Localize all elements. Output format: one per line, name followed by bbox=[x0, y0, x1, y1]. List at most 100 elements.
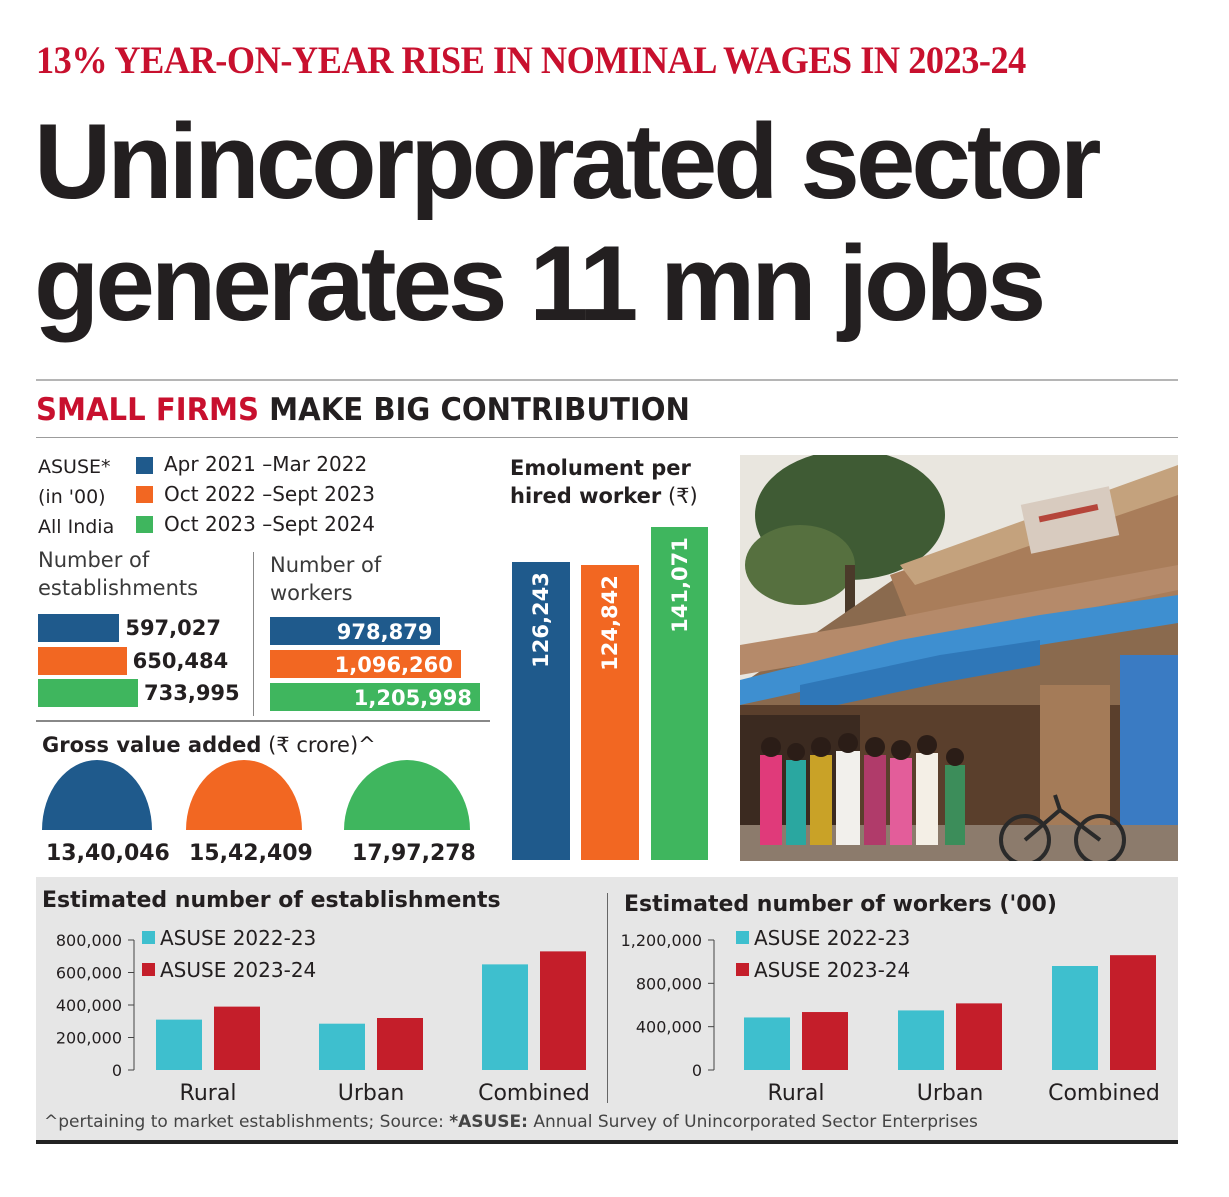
kicker: 13% YEAR-ON-YEAR RISE IN NOMINAL WAGES I… bbox=[36, 39, 1026, 82]
establishments-workers-divider bbox=[253, 552, 254, 716]
legend-label-0: ASUSE 2022-23 bbox=[754, 926, 910, 950]
gva-semicircle-1 bbox=[42, 760, 152, 830]
section-rule bbox=[36, 437, 1178, 438]
footnote-pre: ^pertaining to market establishments; So… bbox=[44, 1112, 450, 1132]
bar-combined-2023-24 bbox=[540, 951, 586, 1070]
workers-bar-2 bbox=[270, 650, 461, 678]
x-category-label-combined: Combined bbox=[1048, 1081, 1160, 1106]
legend-swatch-orange bbox=[136, 486, 153, 503]
x-category-label-rural: Rural bbox=[180, 1081, 237, 1106]
bottom-panel-divider bbox=[607, 893, 608, 1103]
establishments-title-line1: Number of bbox=[38, 548, 150, 572]
gva-value-3: 17,97,278 bbox=[352, 841, 476, 866]
section-title-dark: MAKE BIG CONTRIBUTION bbox=[269, 392, 690, 428]
top-rule bbox=[36, 379, 1178, 381]
legend-period-1: Apr 2021 –Mar 2022 bbox=[164, 452, 368, 476]
workers-count-bar-chart: 0 400,000 800,000 1,200,000 Rural Urban Combin… bbox=[610, 920, 1178, 1110]
y-tick-label: 800,000 bbox=[56, 931, 122, 950]
gva-separator bbox=[36, 720, 490, 722]
legend-swatch-0 bbox=[142, 931, 155, 944]
crowd bbox=[760, 733, 965, 845]
x-category-label-urban: Urban bbox=[338, 1081, 405, 1106]
market-street-photo bbox=[740, 455, 1178, 861]
footnote: ^pertaining to market establishments; So… bbox=[44, 1112, 978, 1132]
legend-meta: ASUSE* (in '00) All India bbox=[38, 452, 114, 542]
bar-urban-2023-24 bbox=[956, 1003, 1002, 1070]
gva-value-2: 15,42,409 bbox=[189, 841, 313, 866]
workers-chart-title: Number of workers bbox=[270, 551, 381, 607]
est-count-bar-chart: 0 200,000 400,000 600,000 800,000 Rural Urban C… bbox=[36, 920, 606, 1110]
bar-rural-2022-23 bbox=[156, 1019, 202, 1070]
y-tick-label: 400,000 bbox=[636, 1018, 702, 1037]
bar-combined-2022-23 bbox=[482, 964, 528, 1070]
y-tick-label: 400,000 bbox=[56, 996, 122, 1015]
emolument-title-unit: (₹) bbox=[667, 484, 698, 508]
workers-value-2: 1,096,260 bbox=[334, 653, 453, 677]
legend-label-1: ASUSE 2023-24 bbox=[754, 958, 910, 982]
emolument-value-1: 126,243 bbox=[528, 571, 553, 668]
legend-meta-unit: (in '00) bbox=[38, 486, 106, 508]
workers-bar-chart: 978,879 1,096,260 1,205,998 bbox=[270, 617, 484, 713]
emolument-bar-2 bbox=[581, 564, 639, 860]
footnote-post: Annual Survey of Unincorporated Sector E… bbox=[527, 1112, 978, 1132]
establishments-value-3: 733,995 bbox=[144, 681, 240, 705]
legend-swatch-blue bbox=[136, 457, 153, 474]
workers-bar-1 bbox=[270, 617, 441, 645]
establishments-bar-1 bbox=[38, 614, 120, 642]
establishments-bar-chart: 597,027 650,484 733,995 bbox=[38, 614, 253, 710]
bar-rural-2022-23 bbox=[744, 1017, 790, 1070]
legend-meta-asuse: ASUSE* bbox=[38, 456, 111, 478]
workers-title-line1: Number of bbox=[270, 553, 382, 577]
est-count-chart-title: Estimated number of establishments bbox=[42, 888, 501, 913]
bar-urban-2022-23 bbox=[319, 1023, 365, 1070]
y-tick-label: 600,000 bbox=[56, 964, 122, 983]
legend-swatch-green bbox=[136, 516, 153, 533]
gva-semicircle-chart: 13,40,046 15,42,409 17,97,278 bbox=[36, 760, 496, 875]
emolument-value-2: 124,842 bbox=[597, 575, 622, 671]
workers-count-chart-title: Estimated number of workers ('00) bbox=[624, 892, 1057, 917]
legend-swatch-1 bbox=[736, 963, 749, 976]
bar-urban-2023-24 bbox=[377, 1018, 423, 1070]
workers-value-3: 1,205,998 bbox=[353, 686, 472, 710]
emolument-bar-chart: 126,243 124,842 141,071 bbox=[505, 515, 720, 860]
y-tick-label: 200,000 bbox=[56, 1029, 122, 1048]
section-title: SMALL FIRMS MAKE BIG CONTRIBUTION bbox=[36, 392, 690, 428]
legend-label-1: ASUSE 2023-24 bbox=[160, 958, 316, 982]
establishments-title-line2: establishments bbox=[38, 576, 199, 600]
y-tick-label: 0 bbox=[692, 1061, 702, 1080]
establishments-chart-title: Number of establishments bbox=[38, 546, 198, 602]
legend-period-3: Oct 2023 –Sept 2024 bbox=[164, 512, 375, 536]
bar-rural-2023-24 bbox=[802, 1012, 848, 1070]
emolument-title-line1: Emolument per bbox=[510, 456, 691, 480]
legend-meta-region: All India bbox=[38, 516, 115, 538]
gva-title: Gross value added bbox=[42, 733, 262, 757]
legend-swatch-0 bbox=[736, 931, 749, 944]
establishments-value-2: 650,484 bbox=[132, 649, 229, 673]
emolument-bar-3 bbox=[651, 526, 708, 860]
gva-semicircle-3 bbox=[344, 760, 470, 830]
headline: Unincorporated sector generates 11 mn jo… bbox=[34, 100, 1101, 344]
bicycle bbox=[999, 794, 1126, 861]
bar-combined-2023-24 bbox=[1110, 955, 1156, 1070]
establishments-bar-2 bbox=[38, 647, 127, 675]
bar-urban-2022-23 bbox=[898, 1010, 944, 1070]
legend-period-2: Oct 2022 –Sept 2023 bbox=[164, 482, 375, 506]
gva-value-1: 13,40,046 bbox=[46, 841, 170, 866]
emolument-title-line2: hired worker bbox=[510, 484, 662, 508]
x-category-label-combined: Combined bbox=[478, 1081, 590, 1106]
headline-line1: Unincorporated sector bbox=[34, 101, 1101, 221]
x-category-label-urban: Urban bbox=[917, 1081, 984, 1106]
emolument-bar-1 bbox=[512, 561, 570, 860]
gva-title-unit: (₹ crore)^ bbox=[268, 733, 376, 757]
bar-rural-2023-24 bbox=[214, 1006, 260, 1070]
footnote-bold: *ASUSE: bbox=[449, 1112, 528, 1132]
y-tick-label: 1,200,000 bbox=[621, 931, 702, 950]
gva-chart-title: Gross value added (₹ crore)^ bbox=[42, 733, 376, 757]
emolument-value-3: 141,071 bbox=[667, 536, 692, 633]
establishments-bar-3 bbox=[38, 679, 138, 707]
legend-swatch-1 bbox=[142, 963, 155, 976]
y-tick-label: 800,000 bbox=[636, 974, 702, 993]
bottom-rule bbox=[36, 1140, 1178, 1144]
gva-semicircle-2 bbox=[186, 760, 302, 830]
headline-line2: generates 11 mn jobs bbox=[34, 223, 1046, 343]
